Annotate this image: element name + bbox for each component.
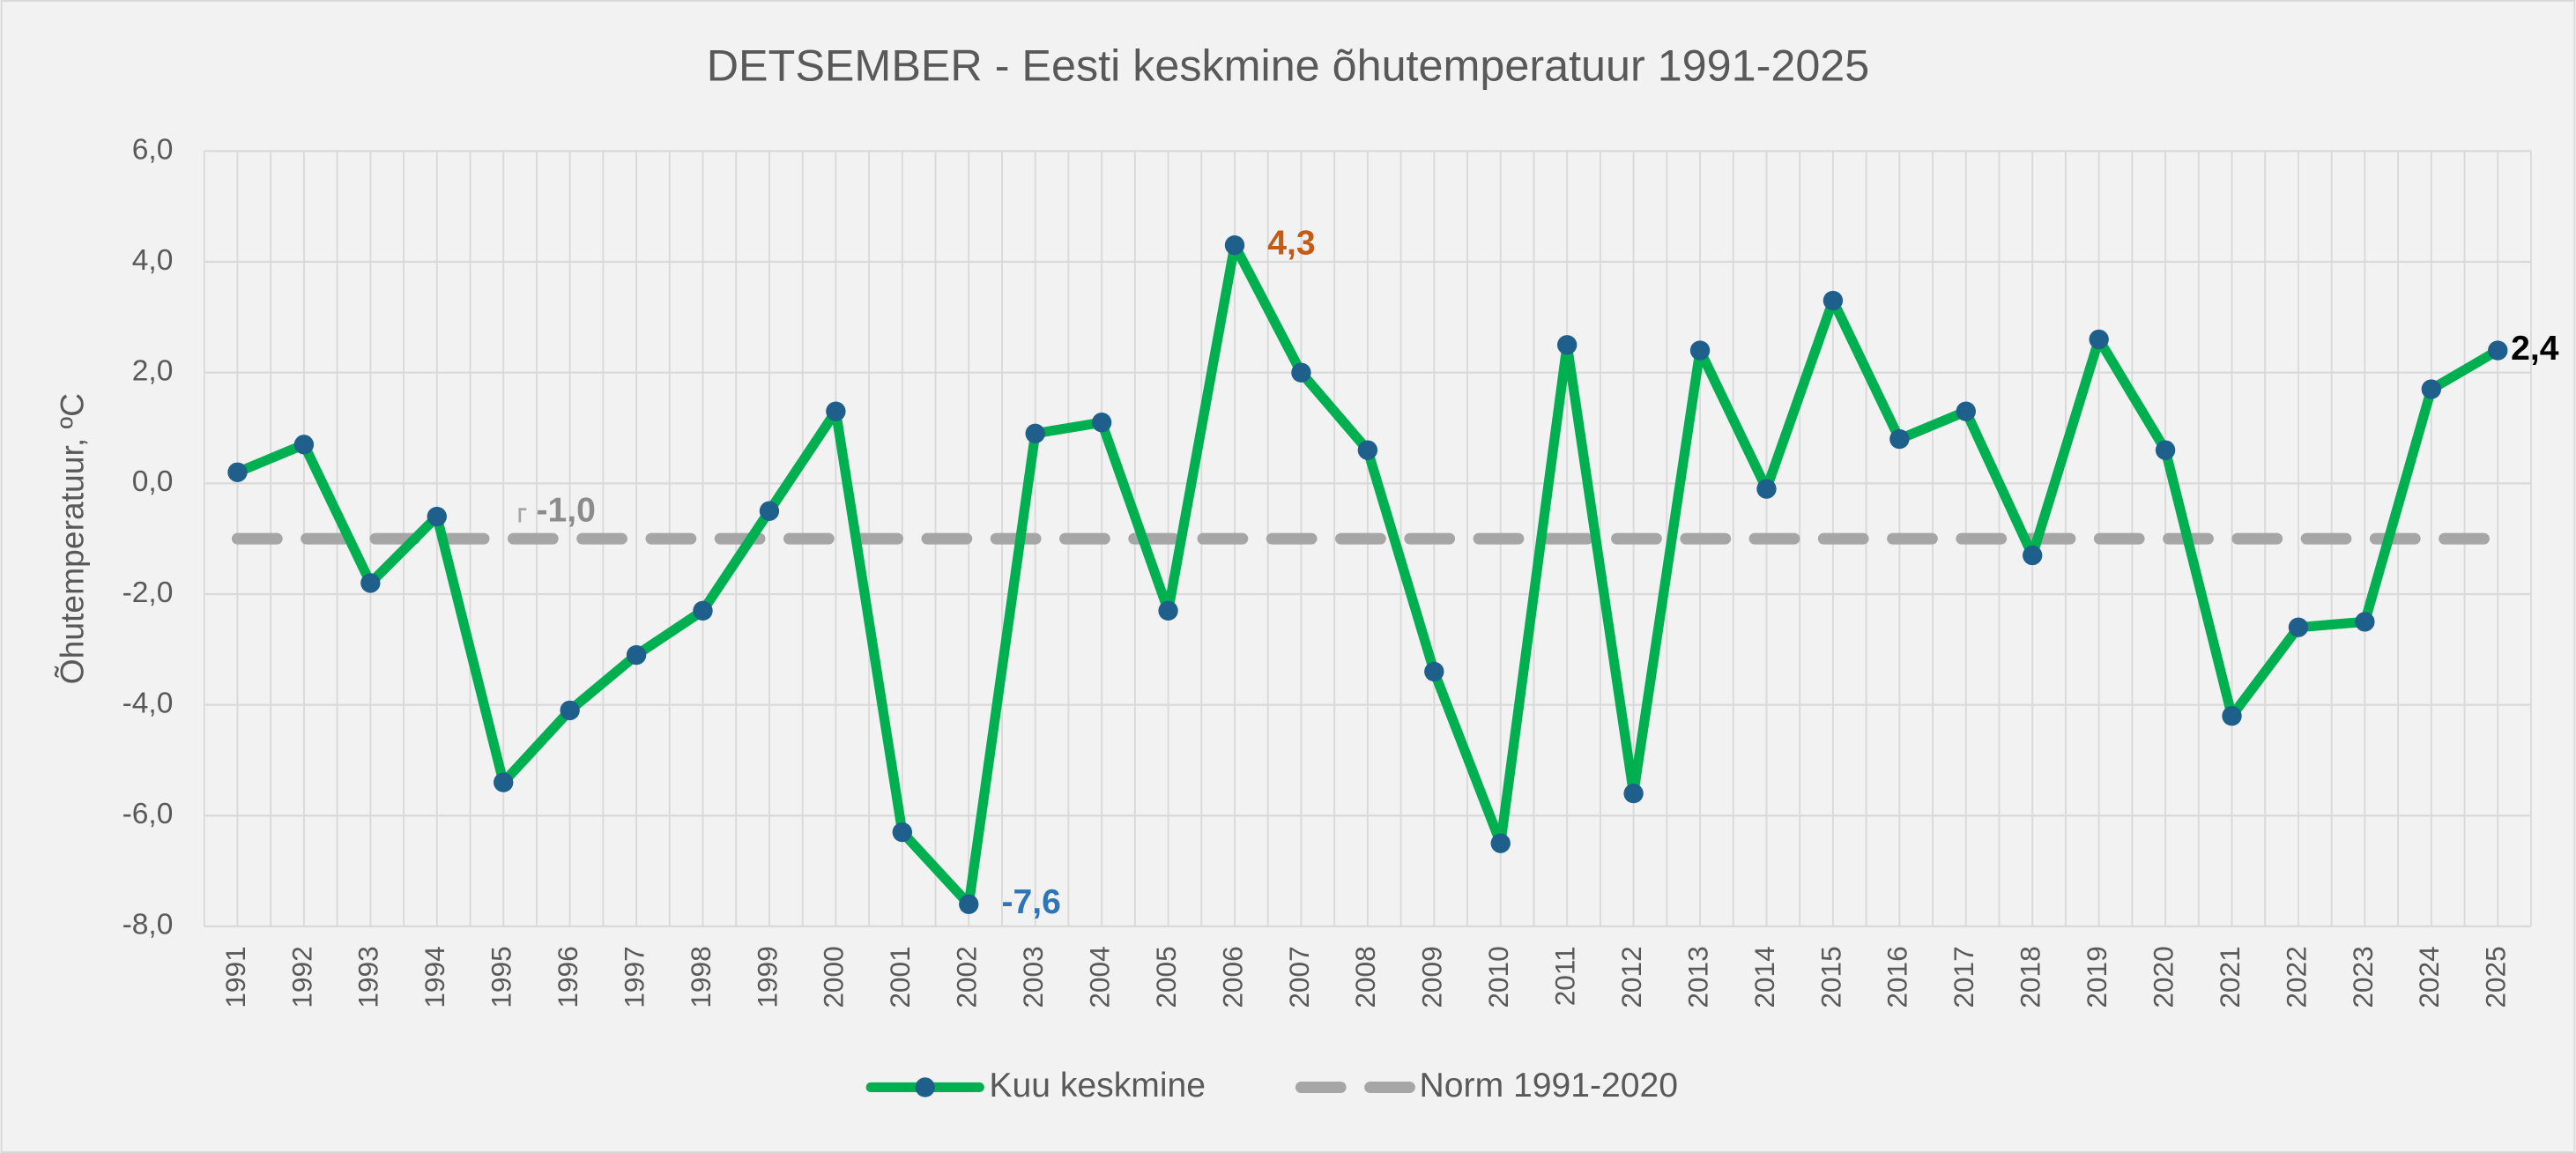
x-tick-label: 2005 (1150, 946, 1182, 1008)
data-point (1623, 783, 1644, 804)
data-point (1823, 290, 1844, 311)
x-tick-label: 1999 (751, 946, 783, 1008)
x-tick-label: 1998 (685, 946, 716, 1008)
data-point (2488, 340, 2508, 361)
data-point (2421, 379, 2442, 399)
y-tick-label: -2,0 (122, 576, 174, 609)
x-tick-label: 2000 (818, 946, 850, 1008)
data-point (560, 700, 580, 721)
data-point (1224, 235, 1245, 256)
data-point (959, 894, 979, 914)
data-point (892, 822, 913, 843)
data-point (1158, 600, 1178, 621)
data-point (1956, 401, 1976, 421)
x-tick-label: 2014 (1748, 946, 1780, 1008)
legend-label: Kuu keskmine (989, 1067, 1206, 1105)
x-tick-label: 1993 (353, 946, 384, 1008)
data-point (2155, 440, 2176, 460)
x-tick-label: 1994 (419, 946, 450, 1008)
data-point (693, 600, 713, 621)
data-point (2288, 617, 2309, 637)
y-tick-label: -4,0 (122, 687, 174, 719)
x-tick-label: 1995 (486, 946, 517, 1008)
x-tick-label: 2020 (2147, 946, 2179, 1008)
data-point (293, 435, 315, 455)
y-tick-label: -6,0 (122, 798, 174, 830)
y-tick-label: 0,0 (132, 465, 174, 498)
y-axis-label: Õhutemperatuur, ºC (53, 393, 90, 684)
y-tick-label: 2,0 (132, 355, 174, 388)
data-point (1357, 440, 1378, 460)
x-tick-label: 2008 (1349, 946, 1381, 1008)
data-label: -7,6 (1002, 883, 1061, 921)
data-point (2023, 545, 2043, 566)
data-point (1424, 661, 1444, 682)
data-point (1490, 833, 1511, 853)
x-tick-label: 2024 (2413, 946, 2445, 1008)
x-tick-label: 1996 (552, 946, 583, 1008)
data-point (626, 644, 647, 666)
data-point (427, 506, 447, 527)
data-label: 4,3 (1267, 225, 1315, 263)
data-point (1025, 423, 1045, 443)
x-tick-label: 2011 (1549, 946, 1581, 1006)
x-tick-label: 2007 (1283, 946, 1315, 1008)
data-label: 2,4 (2511, 330, 2559, 368)
x-tick-label: 2025 (2480, 946, 2512, 1008)
x-tick-label: 2019 (2081, 946, 2112, 1008)
data-point (826, 401, 846, 421)
data-point (2089, 329, 2109, 350)
data-point (1689, 340, 1711, 361)
x-tick-label: 2006 (1216, 946, 1248, 1008)
x-tick-label: 2017 (1948, 946, 1979, 1008)
label-leader (518, 508, 527, 523)
x-tick-label: 2009 (1416, 946, 1448, 1008)
y-tick-label: 6,0 (132, 133, 174, 166)
data-point (1889, 428, 1910, 450)
x-tick-label: 2023 (2347, 946, 2379, 1008)
x-tick-label: 2004 (1083, 946, 1115, 1008)
legend-marker (915, 1077, 935, 1097)
data-point (1091, 413, 1112, 433)
data-point (2222, 705, 2242, 726)
x-tick-label: 2002 (951, 946, 983, 1008)
data-point (759, 501, 780, 521)
data-point (227, 462, 248, 482)
x-tick-label: 2016 (1882, 946, 1913, 1008)
x-tick-label: 2022 (2280, 946, 2312, 1008)
y-tick-label: 4,0 (132, 244, 174, 277)
x-tick-label: 2003 (1017, 946, 1049, 1008)
x-tick-label: 2010 (1482, 946, 1514, 1008)
x-tick-label: 1991 (219, 946, 251, 1008)
data-point (1556, 335, 1578, 355)
x-tick-label: 2015 (1815, 946, 1846, 1008)
data-point (2355, 612, 2375, 632)
x-tick-label: 2001 (884, 946, 916, 1008)
x-tick-label: 2013 (1681, 946, 1713, 1008)
data-point (360, 573, 381, 593)
x-tick-label: 2012 (1615, 946, 1647, 1008)
x-tick-label: 2021 (2214, 946, 2246, 1008)
data-point (1291, 362, 1311, 383)
y-tick-label: -8,0 (122, 909, 174, 941)
x-tick-label: 1992 (286, 946, 317, 1008)
data-point (494, 772, 514, 792)
x-tick-label: 1997 (618, 946, 650, 1008)
chart-title: DETSEMBER - Eesti keskmine õhutemperatuu… (707, 41, 1870, 91)
x-tick-label: 2018 (2015, 946, 2046, 1008)
legend-label: Norm 1991-2020 (1420, 1067, 1679, 1105)
data-label: -1,0 (536, 492, 595, 530)
data-point (1756, 479, 1777, 499)
